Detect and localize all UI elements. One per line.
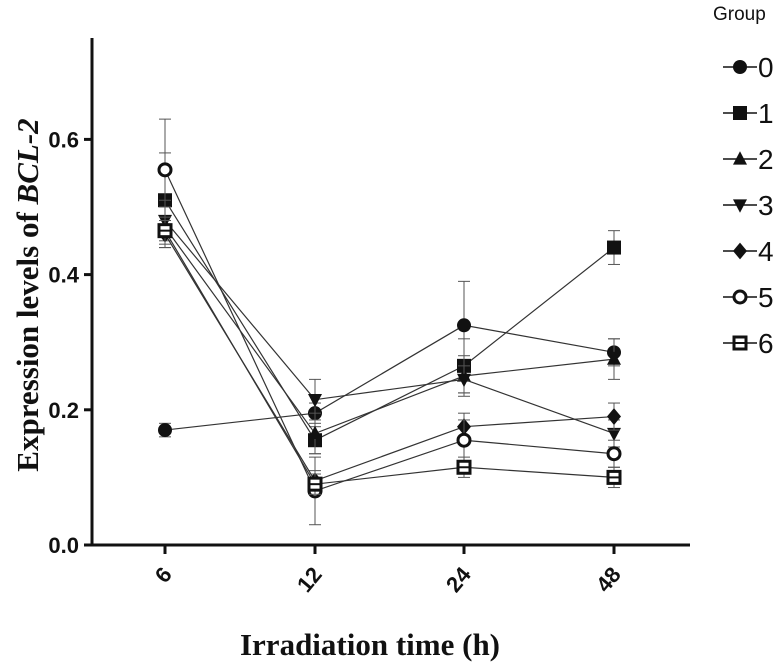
x-axis-title: Irradiation time (h) bbox=[240, 627, 500, 662]
x-tick-label: 24 bbox=[441, 562, 476, 597]
series-line bbox=[164, 220, 615, 435]
legend-label: 4 bbox=[758, 236, 774, 267]
legend-item: 6 bbox=[723, 328, 774, 359]
legend-marker bbox=[732, 335, 748, 351]
x-tick-label: 12 bbox=[292, 562, 327, 597]
series-4 bbox=[158, 220, 621, 492]
data-point bbox=[607, 408, 621, 425]
legend-item: 2 bbox=[723, 144, 774, 175]
legend-label: 3 bbox=[758, 190, 774, 221]
x-axis-ticks: 6 12 24 48 bbox=[150, 545, 626, 597]
x-tick-label: 48 bbox=[591, 562, 626, 597]
series-6 bbox=[157, 216, 622, 495]
data-point bbox=[607, 240, 621, 255]
legend-item: 4 bbox=[723, 236, 774, 267]
legend-label: 1 bbox=[758, 98, 774, 129]
legend-item: 5 bbox=[723, 282, 774, 313]
data-series bbox=[157, 118, 622, 526]
data-point bbox=[607, 351, 621, 365]
data-point bbox=[308, 394, 322, 408]
series-3 bbox=[158, 199, 621, 448]
data-point bbox=[457, 318, 471, 333]
series-line bbox=[164, 199, 615, 442]
series-line bbox=[164, 324, 615, 431]
y-tick-label: 0.6 bbox=[48, 127, 79, 152]
data-point bbox=[606, 446, 622, 462]
x-tick-label: 6 bbox=[150, 562, 177, 587]
legend-marker bbox=[733, 199, 747, 213]
legend-item: 1 bbox=[723, 98, 774, 129]
legend-title: Group bbox=[713, 4, 766, 25]
legend-marker bbox=[733, 60, 747, 74]
y-axis-ticks: 0.0 0.2 0.4 0.6 bbox=[48, 127, 92, 558]
y-axis-title-gene: BCL-2 bbox=[10, 118, 45, 205]
legend-marker bbox=[733, 151, 747, 165]
data-point bbox=[607, 427, 621, 442]
y-tick-label: 0.4 bbox=[48, 263, 79, 288]
data-point bbox=[456, 432, 472, 448]
series-line bbox=[164, 230, 615, 485]
series-2 bbox=[158, 206, 621, 455]
y-axis-title: Expression levels of BCL-2 bbox=[10, 118, 45, 471]
legend-marker bbox=[732, 289, 748, 305]
legend-label: 5 bbox=[758, 282, 774, 313]
data-point bbox=[308, 425, 322, 440]
legend-label: 0 bbox=[758, 52, 774, 83]
data-point bbox=[307, 476, 323, 492]
legend: Group 0 1 2 3 4 5 6 bbox=[713, 4, 774, 359]
data-point bbox=[157, 223, 173, 239]
legend-marker bbox=[733, 242, 747, 260]
legend-label: 2 bbox=[758, 144, 774, 175]
series-line bbox=[164, 233, 615, 482]
y-tick-label: 0.0 bbox=[48, 533, 79, 558]
data-point bbox=[157, 162, 173, 178]
legend-label: 6 bbox=[758, 328, 774, 359]
series-line bbox=[164, 169, 615, 492]
series-5 bbox=[157, 118, 622, 526]
legend-item: 0 bbox=[723, 52, 774, 83]
data-point bbox=[457, 373, 471, 388]
y-tick-label: 0.2 bbox=[48, 398, 79, 423]
data-point bbox=[158, 423, 172, 438]
axes bbox=[90, 38, 690, 547]
data-point bbox=[456, 459, 472, 475]
data-point bbox=[606, 469, 622, 485]
legend-item: 3 bbox=[723, 190, 774, 221]
legend-marker bbox=[733, 106, 747, 120]
y-axis-title-prefix: Expression levels of bbox=[10, 204, 45, 471]
